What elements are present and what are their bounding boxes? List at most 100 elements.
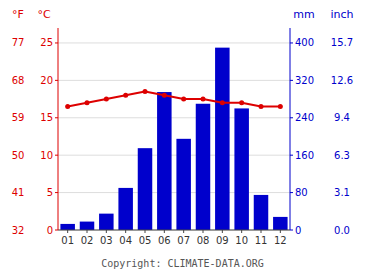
line-marker <box>201 97 206 102</box>
grid <box>58 43 290 230</box>
y2-alt-tick-label: 3.1 <box>334 187 350 198</box>
y-tick <box>55 117 58 118</box>
x-tick <box>203 230 204 233</box>
line-marker <box>143 89 148 94</box>
y-tick <box>55 155 58 156</box>
grid-line <box>58 42 290 43</box>
y2-tick-label: 320 <box>295 75 314 86</box>
grid-line <box>58 230 290 231</box>
y-tick-label: 20 <box>40 75 53 86</box>
x-tick-label: 01 <box>61 235 74 246</box>
y-tick-label: 10 <box>40 150 53 161</box>
y-alt-tick-label: 59 <box>12 112 25 123</box>
bar <box>99 214 114 230</box>
line-marker <box>259 104 264 109</box>
x-tick <box>87 230 88 233</box>
x-tick-label: 02 <box>81 235 94 246</box>
x-tick-label: 10 <box>235 235 248 246</box>
bar <box>157 92 172 230</box>
y2-axis-line <box>290 28 291 230</box>
x-tick-label: 11 <box>255 235 268 246</box>
line-marker <box>220 100 225 105</box>
line-marker <box>278 104 283 109</box>
x-tick-label: 07 <box>177 235 190 246</box>
y2-alt-tick-label: 15.7 <box>331 37 353 48</box>
axes: 0102030405060708091011120510152025324150… <box>12 28 354 246</box>
y-tick-label: 5 <box>47 187 53 198</box>
x-tick-label: 12 <box>274 235 287 246</box>
line-marker <box>123 93 128 98</box>
y-label: °C <box>37 8 51 21</box>
x-tick-label: 08 <box>197 235 210 246</box>
bar <box>60 224 75 230</box>
y-alt-tick-label: 50 <box>12 150 25 161</box>
y-tick <box>55 192 58 193</box>
y2-tick <box>290 192 293 193</box>
y2-tick-label: 240 <box>295 112 314 123</box>
y2-alt-tick-label: 12.6 <box>331 75 353 86</box>
x-tick <box>183 230 184 233</box>
x-tick <box>67 230 68 233</box>
y2-alt-label: inch <box>330 8 353 21</box>
temperature-line <box>68 92 281 107</box>
x-tick <box>145 230 146 233</box>
bar <box>176 139 191 230</box>
y-tick <box>55 80 58 81</box>
x-axis-line <box>58 230 290 231</box>
bar <box>215 48 230 230</box>
y2-tick-label: 0 <box>295 225 301 236</box>
y-tick <box>55 42 58 43</box>
line-marker <box>162 93 167 98</box>
x-tick-label: 09 <box>216 235 229 246</box>
grid-line <box>58 117 290 118</box>
x-tick-label: 05 <box>139 235 152 246</box>
y2-tick <box>290 230 293 231</box>
bar <box>118 188 132 230</box>
plot-area <box>60 48 287 230</box>
y-tick <box>55 230 58 231</box>
y2-alt-tick-label: 6.3 <box>334 150 350 161</box>
y2-label: mm <box>293 8 314 21</box>
bar <box>196 104 211 230</box>
y2-tick-label: 160 <box>295 150 314 161</box>
y2-tick-label: 80 <box>295 187 308 198</box>
bar <box>80 222 95 230</box>
chart: 0102030405060708091011120510152025324150… <box>0 0 365 273</box>
grid-line <box>58 155 290 156</box>
x-tick <box>261 230 262 233</box>
line-marker <box>85 100 90 105</box>
y2-tick <box>290 42 293 43</box>
x-tick <box>222 230 223 233</box>
bar <box>234 108 249 230</box>
x-tick <box>106 230 107 233</box>
y2-tick <box>290 117 293 118</box>
y-alt-tick-label: 77 <box>12 37 25 48</box>
y-tick-label: 15 <box>40 112 53 123</box>
line-marker <box>65 104 70 109</box>
bar <box>138 148 153 230</box>
y2-alt-tick-label: 9.4 <box>334 112 350 123</box>
y-axis-line <box>58 28 59 230</box>
x-tick-label: 03 <box>100 235 113 246</box>
y-tick-label: 25 <box>40 37 53 48</box>
x-tick-label: 06 <box>158 235 171 246</box>
x-tick <box>280 230 281 233</box>
annotation: Copyright: CLIMATE-DATA.ORG <box>101 258 264 269</box>
grid-line <box>58 192 290 193</box>
y-alt-tick-label: 68 <box>12 75 25 86</box>
x-tick-label: 04 <box>119 235 132 246</box>
line-marker <box>181 97 186 102</box>
line-marker <box>104 97 109 102</box>
y-tick-label: 0 <box>47 225 53 236</box>
y2-alt-tick-label: 0.0 <box>334 225 350 236</box>
bar <box>254 195 269 230</box>
y-alt-label: °F <box>12 8 24 21</box>
x-tick <box>125 230 126 233</box>
x-tick <box>241 230 242 233</box>
y2-tick-label: 400 <box>295 37 314 48</box>
y2-tick <box>290 80 293 81</box>
line-marker <box>239 100 244 105</box>
y2-tick <box>290 155 293 156</box>
x-tick <box>164 230 165 233</box>
grid-line <box>58 80 290 81</box>
